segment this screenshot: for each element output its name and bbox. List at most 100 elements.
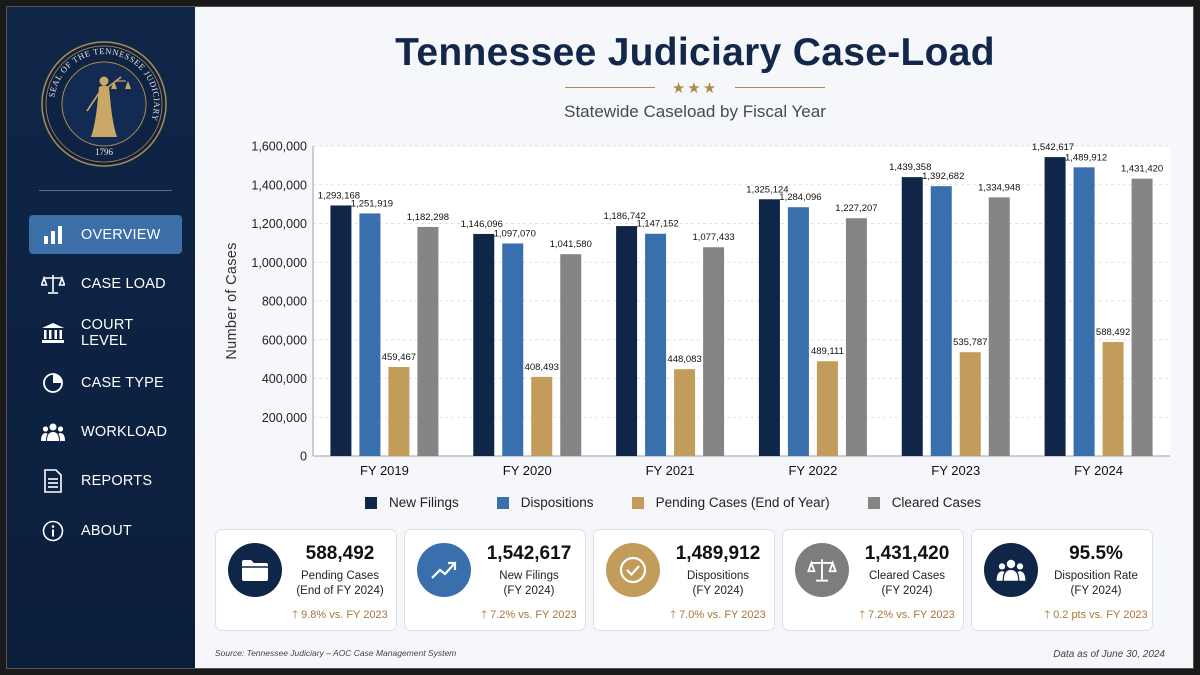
sidebar-item-label: OVERVIEW (81, 226, 161, 243)
sidebar-item-case-type[interactable]: CASE TYPE (29, 363, 182, 402)
data-label: 489,111 (811, 346, 844, 357)
bar (645, 233, 667, 456)
kpi-label-line1: New Filings (499, 570, 559, 582)
legend-item-pending: Pending Cases (End of Year) (631, 495, 830, 510)
sidebar-item-about[interactable]: ABOUT (29, 511, 182, 550)
source-note: Source: Tennessee Judiciary – AOC Case M… (215, 648, 457, 658)
pie-chart-icon (41, 371, 65, 395)
people-icon (41, 420, 65, 444)
kpi-change: 🡑 9.8% vs. FY 2023 (292, 609, 388, 621)
x-tick-label: FY 2021 (646, 463, 695, 478)
kpi-label: New Filings (FY 2024) (477, 569, 581, 599)
kpi-card-disposition-rate[interactable]: 95.5% Disposition Rate (FY 2024) 🡑 0.2 pt… (971, 529, 1153, 631)
sidebar-item-label: ABOUT (81, 522, 132, 539)
legend-swatch (631, 496, 644, 509)
y-tick-label: 600,000 (262, 333, 307, 347)
kpi-label: Cleared Cases (FY 2024) (855, 569, 959, 599)
kpi-label-line2: (FY 2024) (692, 585, 744, 597)
dashboard-frame: SEAL OF THE TENNESSEE JUDICIARY 1796 OVE… (6, 6, 1194, 669)
caseload-bar-chart: 0 200,000 400,000 600,000 800,000 1,000,000 1,… (224, 140, 1170, 478)
data-label: 1,293,168 (318, 190, 360, 201)
kpi-change: 🡑 7.2% vs. FY 2023 (481, 609, 577, 621)
legend-label: Dispositions (520, 495, 594, 510)
courthouse-icon (41, 321, 65, 345)
sidebar-item-label: REPORTS (81, 473, 153, 490)
y-tick-label: 400,000 (262, 372, 307, 386)
bar (901, 177, 923, 456)
kpi-label-line1: Dispositions (687, 570, 749, 582)
kpi-cards: 588,492 Pending Cases (End of FY 2024) 🡑 … (215, 529, 1153, 631)
data-label: 1,542,617 (1032, 142, 1074, 153)
y-tick-label: 800,000 (262, 295, 307, 309)
bar (1073, 167, 1095, 457)
sidebar-item-overview[interactable]: OVERVIEW (29, 215, 182, 254)
data-label: 1,392,682 (922, 171, 964, 182)
data-label: 588,492 (1096, 327, 1130, 338)
x-tick-label: FY 2024 (1074, 463, 1123, 478)
legend-swatch (867, 496, 880, 509)
kpi-card-pending[interactable]: 588,492 Pending Cases (End of FY 2024) 🡑 … (215, 529, 397, 631)
kpi-value: 1,489,912 (675, 543, 761, 564)
kpi-change-text: 7.2% vs. FY 2023 (490, 609, 577, 621)
kpi-label: Dispositions (FY 2024) (666, 569, 770, 599)
x-tick-label: FY 2023 (931, 463, 980, 478)
people-icon (984, 543, 1038, 597)
legend-item-new-filings: New Filings (365, 495, 459, 510)
bar (388, 366, 410, 456)
bar (330, 205, 352, 456)
legend-swatch (365, 496, 377, 509)
trend-up-icon (417, 543, 471, 597)
kpi-change-text: 7.2% vs. FY 2023 (868, 609, 955, 621)
sidebar-item-label: COURT LEVEL (81, 317, 134, 350)
folder-icon (228, 543, 282, 597)
sidebar-item-label: CASE LOAD (81, 275, 166, 292)
kpi-label-line1: Pending Cases (301, 570, 379, 582)
sidebar-item-label: CASE TYPE (81, 374, 164, 391)
data-label: 448,083 (667, 354, 701, 365)
kpi-change-text: 0.2 pts vs. FY 2023 (1053, 609, 1148, 621)
kpi-label-line2: (FY 2024) (503, 585, 555, 597)
bar (1131, 178, 1153, 457)
kpi-value: 1,542,617 (486, 543, 572, 564)
kpi-card-new-filings[interactable]: 1,542,617 New Filings (FY 2024) 🡑 7.2% vs… (404, 529, 586, 631)
kpi-value: 95.5% (1069, 543, 1123, 564)
kpi-label: Disposition Rate (FY 2024) (1044, 569, 1148, 599)
main-panel: Tennessee Judiciary Case-Load ★★★ Statew… (195, 7, 1193, 668)
data-label: 1,284,096 (779, 192, 821, 203)
bar (1044, 157, 1066, 456)
legend-swatch (496, 496, 509, 509)
legend-label: Pending Cases (End of Year) (655, 495, 830, 510)
document-icon (41, 469, 65, 494)
kpi-card-dispositions[interactable]: 1,489,912 Dispositions (FY 2024) 🡑 7.0% v… (593, 529, 775, 631)
bar (1102, 341, 1124, 456)
data-label: 1,077,433 (692, 232, 734, 243)
bar (502, 243, 524, 456)
bar (758, 199, 780, 457)
sidebar-item-workload[interactable]: WORKLOAD (29, 413, 182, 452)
y-tick-label: 0 (300, 450, 307, 464)
data-label: 1,439,358 (889, 162, 931, 173)
bar (560, 254, 582, 456)
info-icon (41, 519, 65, 543)
kpi-label-line1: Cleared Cases (868, 570, 946, 582)
data-label: 1,097,070 (494, 228, 536, 239)
sidebar-item-court-level[interactable]: COURT LEVEL (29, 314, 182, 353)
title-stars: ★★★ (671, 80, 719, 97)
kpi-value: 1,431,420 (864, 543, 950, 564)
kpi-card-cleared[interactable]: 1,431,420 Cleared Cases (FY 2024) 🡑 7.2% … (782, 529, 964, 631)
legend-item-cleared: Cleared Cases (867, 495, 981, 510)
chart-legend: New Filings Dispositions Pending Cases (… (365, 495, 1019, 510)
seal-year: 1796 (95, 147, 114, 157)
legend-label: Cleared Cases (891, 495, 981, 510)
page-subtitle: Statewide Caseload by Fiscal Year (564, 102, 826, 121)
data-label: 1,334,948 (978, 182, 1020, 193)
sidebar-divider (39, 190, 172, 191)
sidebar-item-case-load[interactable]: CASE LOAD (29, 264, 182, 303)
legend-label: New Filings (389, 495, 459, 510)
bar (959, 352, 981, 456)
y-tick-label: 1,400,000 (251, 178, 307, 192)
kpi-change: 🡑 7.0% vs. FY 2023 (670, 609, 766, 621)
sidebar-item-reports[interactable]: REPORTS (29, 462, 182, 501)
seal-logo: SEAL OF THE TENNESSEE JUDICIARY 1796 (41, 41, 167, 167)
bar (359, 213, 381, 456)
